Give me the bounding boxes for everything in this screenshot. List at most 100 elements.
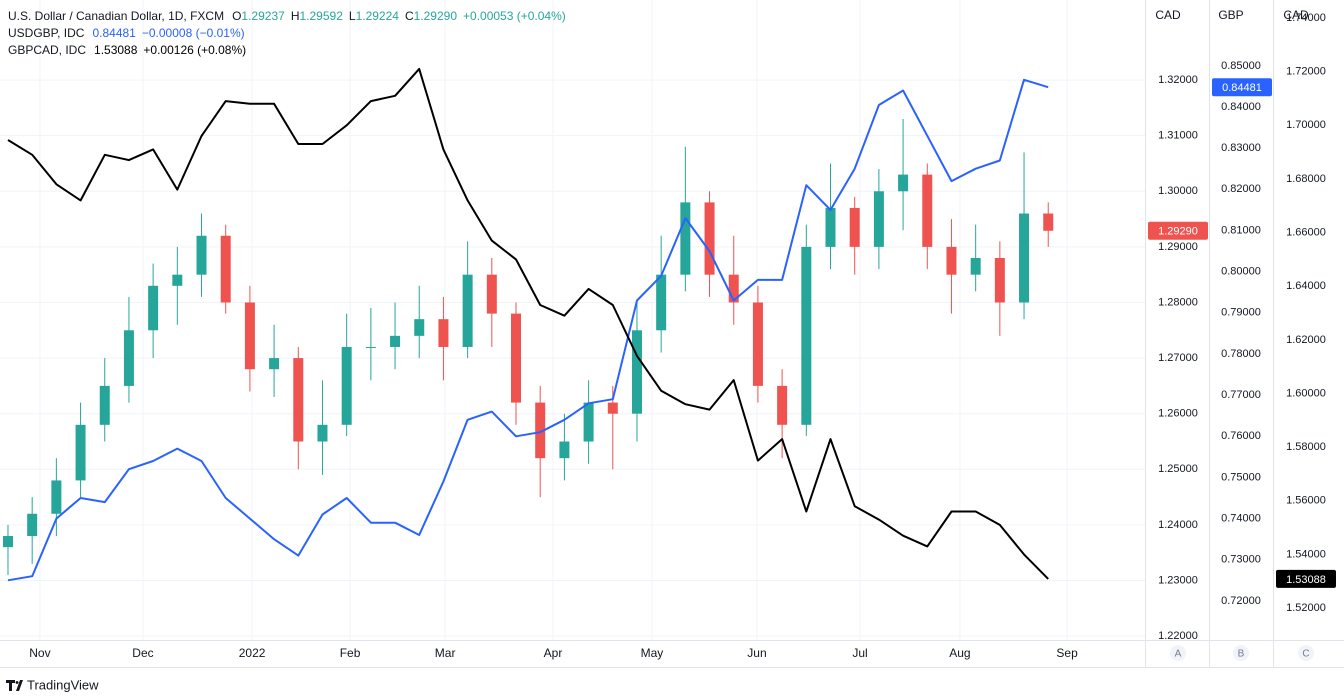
x-tick-label: Feb: [340, 646, 361, 660]
candle-body: [293, 358, 304, 442]
y-tick-label: 1.32000: [1158, 74, 1198, 86]
x-tick-label: Mar: [435, 646, 456, 660]
series-value: 0.84481: [92, 26, 136, 40]
candle-body: [680, 202, 691, 275]
x-tick-label: Apr: [544, 646, 563, 660]
candle-body: [196, 235, 207, 275]
candle-body: [511, 313, 522, 403]
candle-body: [486, 274, 497, 314]
candle-body: [99, 385, 110, 425]
y-tick-label: 1.70000: [1286, 119, 1326, 131]
candle-body: [148, 285, 159, 331]
candle-body: [801, 246, 812, 425]
candle-body: [414, 319, 425, 336]
candle-body: [27, 513, 38, 537]
candle-body: [317, 424, 328, 442]
axis-letter[interactable]: C: [1302, 649, 1309, 660]
y-tick-label: 1.29000: [1158, 241, 1198, 253]
y-tick-label: 1.58000: [1286, 441, 1326, 453]
ohlc-label: L: [349, 9, 356, 23]
y-tick-label: 1.26000: [1158, 408, 1198, 420]
y-tick-label: 1.72000: [1286, 66, 1326, 78]
candle-body: [825, 207, 836, 247]
y-tick-label: 0.85000: [1221, 60, 1261, 72]
axis-letter[interactable]: A: [1175, 649, 1182, 660]
y-tick-label: 1.68000: [1286, 173, 1326, 185]
brand-name: TradingView: [27, 677, 99, 692]
y-tick-label: 0.82000: [1221, 183, 1261, 195]
series-line: [7, 78, 1049, 582]
plot-area: [2, 67, 1054, 582]
y-tick-label: 0.75000: [1221, 471, 1261, 483]
series-change: +0.00126 (+0.08%): [143, 43, 246, 57]
x-tick-label: Sep: [1056, 646, 1078, 660]
y-tick-label: 1.27000: [1158, 352, 1198, 364]
candle-body: [607, 402, 618, 414]
candle-body: [898, 174, 909, 192]
ohlc-label: C: [405, 9, 414, 23]
x-tick-label: May: [641, 646, 664, 660]
candle-body: [390, 335, 401, 347]
y-tick-label: 0.72000: [1221, 595, 1261, 607]
y-tick-label: 1.74000: [1286, 12, 1326, 24]
candle-body: [51, 480, 62, 514]
candle-body: [244, 302, 255, 370]
y-tick-label: 1.30000: [1158, 185, 1198, 197]
axis-letter-badge[interactable]: [1298, 645, 1314, 661]
candle-body: [777, 385, 788, 425]
axis-letter-badge[interactable]: [1170, 645, 1186, 661]
series-change: −0.00008 (−0.01%): [142, 26, 245, 40]
y-tick-label: 1.23000: [1158, 574, 1198, 586]
candle-body: [922, 174, 933, 247]
x-tick-label: Jun: [747, 646, 766, 660]
axis-letter[interactable]: B: [1238, 649, 1245, 660]
candle-body: [123, 330, 134, 386]
axis-letter-badge[interactable]: [1233, 645, 1249, 661]
y-tick-label: 0.73000: [1221, 554, 1261, 566]
price-badge: [1148, 221, 1208, 240]
y-tick-label: 0.84000: [1221, 101, 1261, 113]
grid: [0, 0, 1145, 640]
price-badge-label: 0.84481: [1222, 82, 1262, 94]
candle-body: [970, 258, 981, 275]
y-tick-label: 1.25000: [1158, 463, 1198, 475]
x-tick-label: Jul: [852, 646, 867, 660]
candle-body: [873, 191, 884, 247]
change-value: +0.00053 (+0.04%): [463, 9, 566, 23]
candle-body: [438, 319, 449, 347]
y-tick-label: 1.62000: [1286, 334, 1326, 346]
candle-body: [341, 346, 352, 425]
candle-body: [752, 302, 763, 386]
x-tick-label: Dec: [132, 646, 153, 660]
axes: Nov Dec 2022 Feb Mar Apr May Jun Jul Aug Sep 1.2200…: [29, 8, 1336, 661]
candle-body: [728, 274, 739, 303]
series-name: USDGBP, IDC: [8, 26, 85, 40]
candle-body: [75, 424, 86, 481]
candle-body: [631, 330, 642, 414]
y-tick-label: 0.81000: [1221, 224, 1261, 236]
candle-body: [704, 202, 715, 275]
candle-body: [1019, 213, 1030, 303]
y-tick-label: 1.31000: [1158, 130, 1198, 142]
y-tick-label: 1.24000: [1158, 519, 1198, 531]
y-tick-label: 0.74000: [1221, 512, 1261, 524]
price-badge-label: 1.29290: [1158, 226, 1198, 238]
y-tick-label: 1.64000: [1286, 280, 1326, 292]
candle-body: [994, 258, 1005, 303]
candle-body: [220, 235, 231, 303]
candle-body: [1043, 213, 1054, 231]
price-badge-label: 1.53088: [1286, 574, 1326, 586]
y-tick-label: 1.22000: [1158, 630, 1198, 642]
y-tick-label: 0.78000: [1221, 348, 1261, 360]
legend: U.S. Dollar / Canadian Dollar, 1D, FXCM O…: [8, 9, 566, 57]
y-tick-label: 1.60000: [1286, 387, 1326, 399]
y-tick-label: 1.54000: [1286, 548, 1326, 560]
x-tick-label: 2022: [239, 646, 266, 660]
y-tick-label: 0.83000: [1221, 142, 1261, 154]
price-badge: [1212, 78, 1272, 97]
brand-logo: TradingView: [6, 677, 99, 692]
candle-body: [535, 402, 546, 459]
